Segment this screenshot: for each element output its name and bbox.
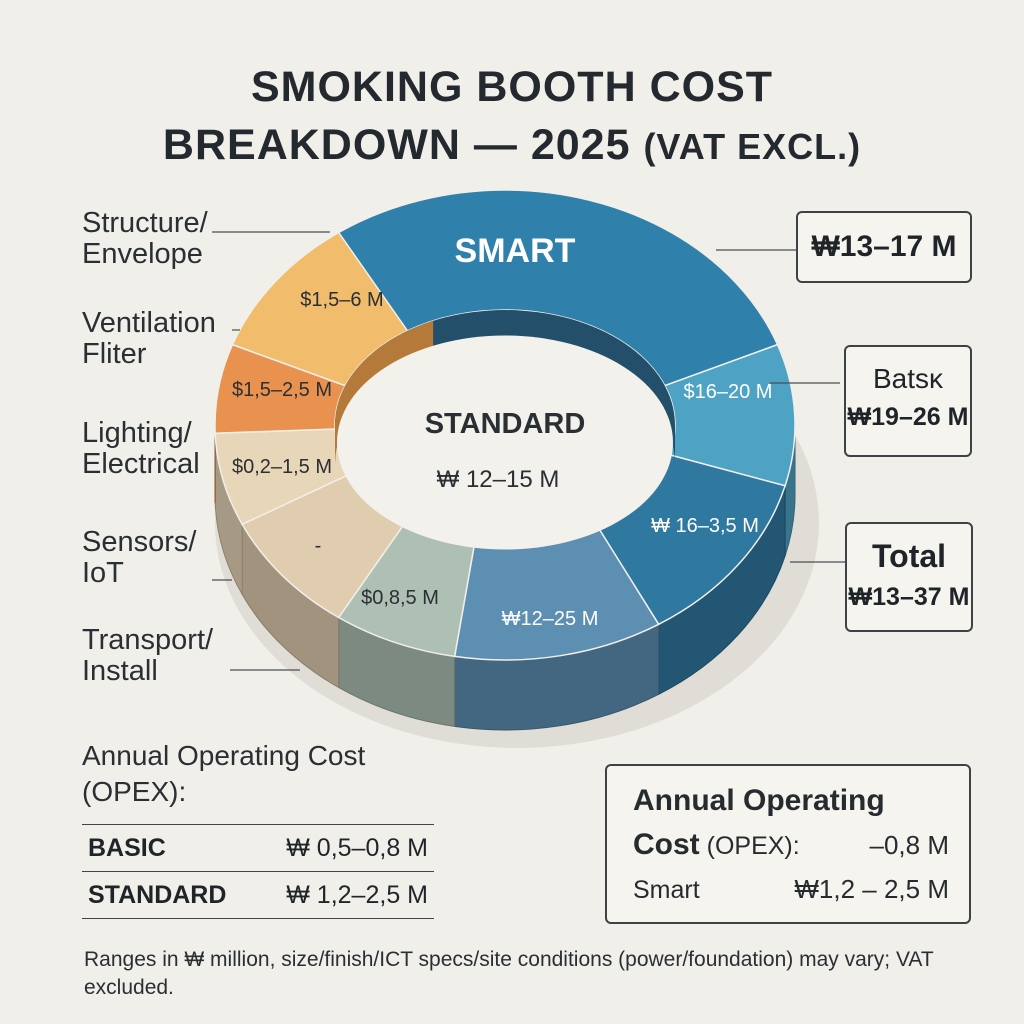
slice-label-2: ₩ 16–3,5 M [651, 515, 759, 537]
title-line-2: BREAKDOWN — 2025 (VAT EXCL.) [162, 121, 862, 169]
slice-label-1: $16–20 M [684, 381, 773, 403]
label-lighting-electrical: Lighting/ Electrical [82, 417, 200, 480]
slice-label-7: $1,5–2,5 M [232, 379, 332, 401]
callout-total: Total ₩13–37 M [845, 522, 973, 632]
opex-right-value-2: ₩1,2 – 2,5 M [794, 874, 949, 904]
opex-right-heading-2: Cost (OPEX): [633, 828, 800, 861]
footnote: Ranges in ₩ million, size/finish/ICT spe… [84, 948, 934, 999]
label-structure-envelope: Structure/ Envelope [82, 207, 208, 270]
opex-left-panel: Annual Operating Cost (OPEX): BASIC ₩ 0,… [82, 738, 434, 919]
opex-right-label-smart: Smart [633, 876, 700, 904]
slice-label-5: - [315, 535, 322, 557]
table-row: STANDARD ₩ 1,2–2,5 M [82, 871, 434, 919]
center-label: STANDARD [425, 408, 586, 440]
opex-right-value-1: –0,8 M [869, 830, 950, 860]
title-line-1: SMOKING BOOTH COST [250, 63, 774, 111]
label-ventilation-filter: Ventilation Fliter [82, 307, 216, 370]
label-sensors-iot: Sensors/ IoT [82, 526, 197, 589]
callout-smart: ₩13–17 M [796, 211, 972, 283]
opex-right-heading-1: Annual Operating [633, 784, 885, 817]
opex-row-value: ₩ 1,2–2,5 M [256, 871, 434, 919]
slice-label-smart: SMART [455, 232, 576, 270]
label-transport-install: Transport/ Install [82, 624, 214, 687]
opex-table: BASIC ₩ 0,5–0,8 M STANDARD ₩ 1,2–2,5 M [82, 824, 434, 919]
hole-floor [337, 335, 673, 550]
chart-title: SMOKING BOOTH COST BREAKDOWN — 2025 (VAT… [0, 58, 1024, 176]
opex-row-label: BASIC [82, 824, 257, 872]
opex-row-value: ₩ 0,5–0,8 M [256, 824, 434, 872]
callout-basic-value: ₩19–26 M [847, 403, 969, 431]
slice-label-3: ₩12–25 M [502, 608, 599, 630]
center-value: ₩ 12–15 M [437, 466, 560, 493]
opex-left-heading: Annual Operating Cost (OPEX): [82, 740, 366, 807]
callout-total-title: Total [871, 538, 947, 574]
callout-smart-value: ₩13–17 M [811, 230, 957, 263]
opex-right-panel: Annual Operating Cost (OPEX): –0,8 M Sma… [605, 764, 971, 924]
opex-row-label: STANDARD [82, 871, 257, 919]
callout-basic: Batsĸ ₩19–26 M [844, 345, 972, 457]
slice-label-6: $0,2–1,5 M [232, 456, 332, 478]
callout-basic-title: Batsĸ [872, 363, 944, 394]
slice-label-4: $0,8,5 M [361, 587, 439, 609]
slice-label-8: $1,5–6 M [300, 289, 383, 311]
callout-total-value: ₩13–37 M [848, 583, 970, 611]
table-row: BASIC ₩ 0,5–0,8 M [82, 824, 434, 872]
